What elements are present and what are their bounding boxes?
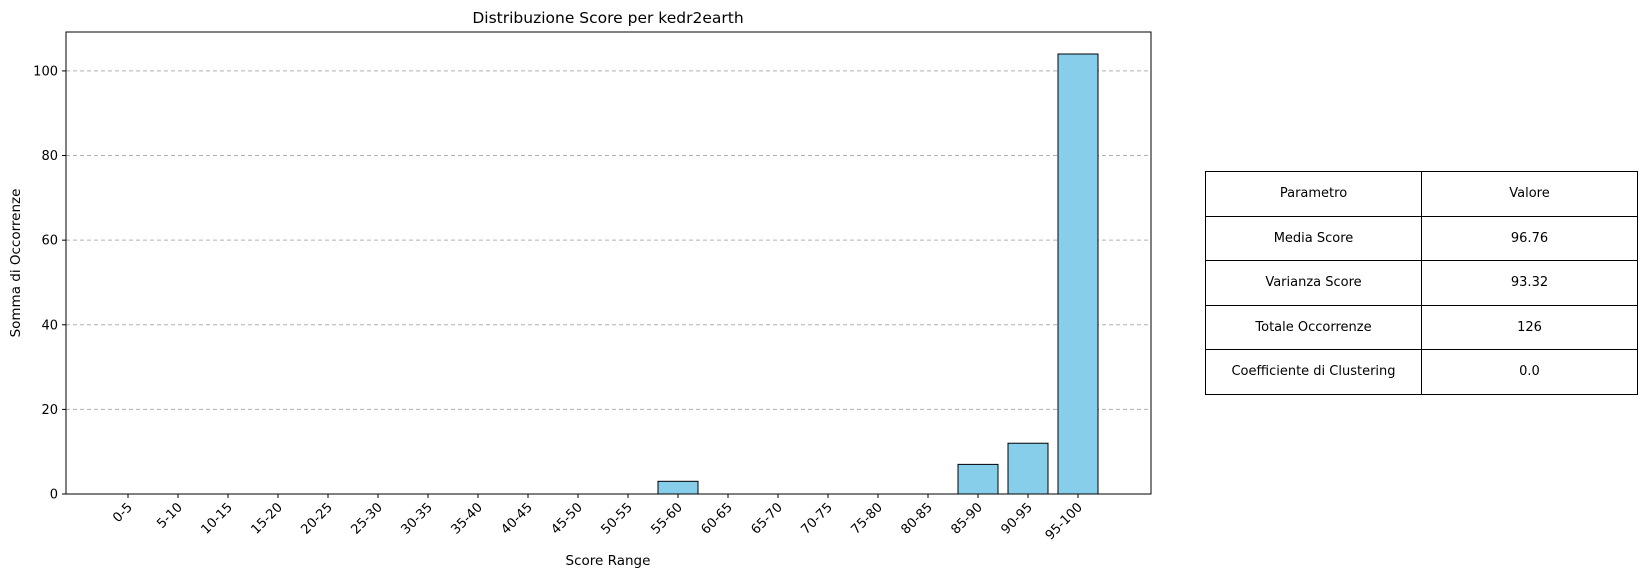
x-tick-label: 30-35 — [399, 500, 436, 537]
bar-chart: Distribuzione Score per kedr2earth 0 20 40… — [8, 9, 1152, 569]
y-tick-label: 20 — [41, 403, 58, 418]
table-header-row: Parametro Valore — [1205, 171, 1638, 217]
x-tick-label: 70-75 — [799, 500, 836, 537]
x-tick-label: 35-40 — [449, 500, 486, 537]
table-cell-value: 126 — [1421, 304, 1638, 350]
x-tick-label: 10-15 — [199, 500, 236, 537]
x-tick-label: 90-95 — [999, 500, 1036, 537]
table-row: Media Score 96.76 — [1205, 215, 1638, 261]
table-cell-value: 0.0 — [1421, 349, 1638, 395]
x-tick-label: 20-25 — [299, 500, 336, 537]
y-tick-label: 0 — [50, 488, 58, 503]
table-row: Totale Occorrenze 126 — [1205, 304, 1638, 350]
table-cell-parameter: Coefficiente di Clustering — [1205, 349, 1422, 395]
chart-title: Distribuzione Score per kedr2earth — [472, 9, 743, 27]
x-tick-label: 95-100 — [1043, 500, 1086, 543]
table-cell-parameter: Totale Occorrenze — [1205, 304, 1422, 350]
bar — [1057, 53, 1099, 495]
x-tick-label: 85-90 — [949, 500, 986, 537]
table-header-cell: Valore — [1421, 171, 1638, 217]
table-cell-value: 96.76 — [1421, 215, 1638, 261]
x-tick-label: 15-20 — [249, 500, 286, 537]
y-axis: 0 20 40 60 80 100 — [33, 64, 66, 503]
table-row: Varianza Score 93.32 — [1205, 260, 1638, 306]
y-tick-label: 100 — [33, 64, 58, 79]
x-tick-label: 55-60 — [649, 500, 686, 537]
y-axis-label: Somma di Occorrenze — [8, 189, 24, 338]
bar — [1007, 442, 1049, 495]
x-tick-label: 0-5 — [110, 500, 136, 526]
x-tick-label: 80-85 — [899, 500, 936, 537]
table-cell-parameter: Varianza Score — [1205, 260, 1422, 306]
x-axis: 0-5 5-10 10-15 15-20 20-25 25-30 30-35 35-40 40-… — [110, 494, 1086, 543]
x-tick-label: 45-50 — [549, 500, 586, 537]
x-tick-label: 50-55 — [599, 500, 636, 537]
x-tick-label: 40-45 — [499, 500, 536, 537]
y-tick-label: 60 — [41, 234, 58, 249]
x-tick-label: 25-30 — [349, 500, 386, 537]
bar — [957, 463, 999, 495]
stats-table: Parametro Valore Media Score 96.76 Varia… — [1205, 171, 1638, 395]
table-cell-parameter: Media Score — [1205, 215, 1422, 261]
table-header-cell: Parametro — [1205, 171, 1422, 217]
y-tick-label: 80 — [41, 149, 58, 164]
grid-lines — [66, 70, 1151, 410]
table-row: Coefficiente di Clustering 0.0 — [1205, 349, 1638, 395]
x-tick-label: 5-10 — [154, 500, 185, 531]
table-cell-value: 93.32 — [1421, 260, 1638, 306]
bar — [657, 480, 699, 495]
x-tick-label: 75-80 — [849, 500, 886, 537]
x-tick-label: 65-70 — [749, 500, 786, 537]
x-axis-label: Score Range — [566, 553, 651, 569]
y-tick-label: 40 — [41, 318, 58, 333]
x-tick-label: 60-65 — [699, 500, 736, 537]
bars — [657, 53, 1099, 495]
plot-area-frame — [65, 31, 1152, 495]
